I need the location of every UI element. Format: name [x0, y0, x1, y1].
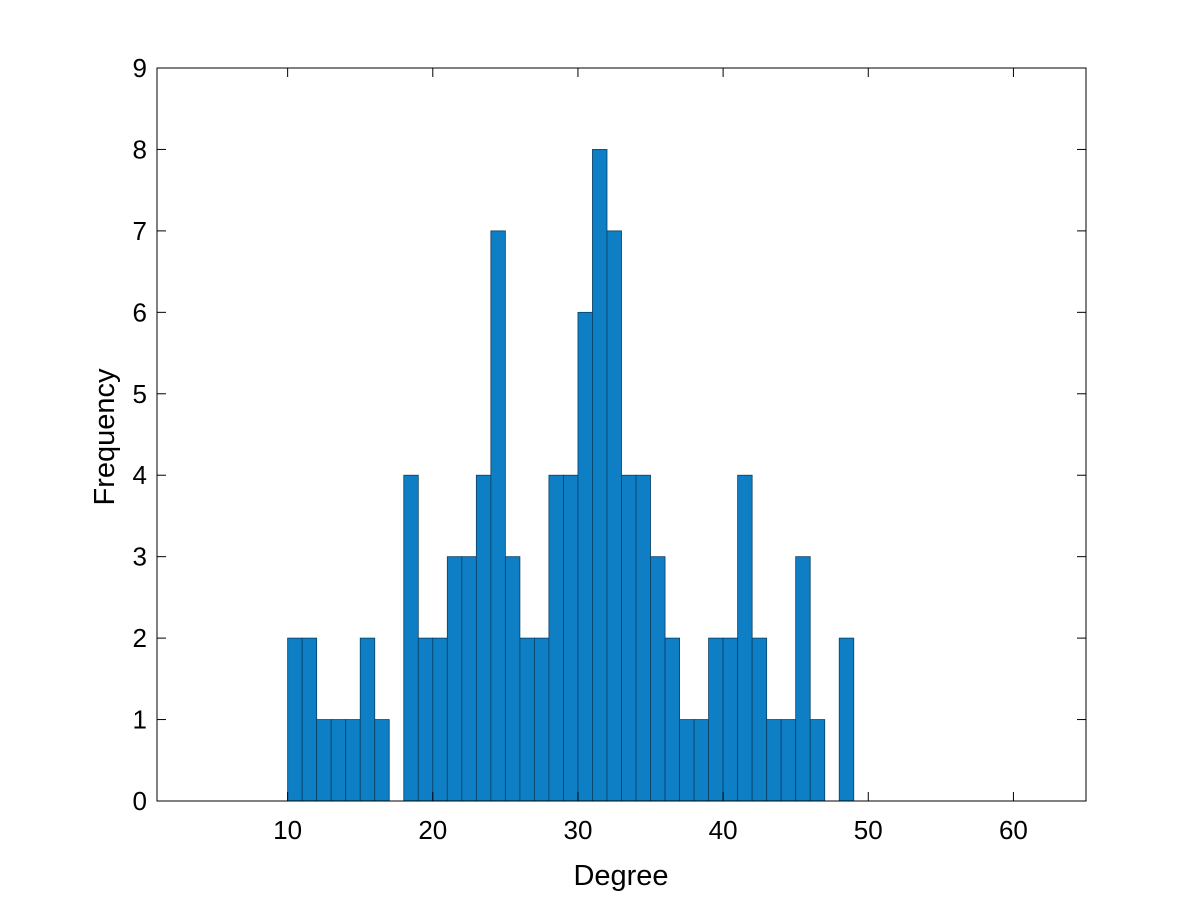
histogram-bar: [548, 474, 564, 802]
histogram-bar: [519, 637, 535, 802]
histogram-bar: [446, 556, 463, 802]
plot-area-frame: [156, 67, 1087, 802]
x-tick-label: 10: [273, 815, 302, 845]
y-tick-label: 8: [133, 134, 147, 164]
ticks-group: [157, 67, 1086, 802]
histogram-bar: [359, 637, 376, 802]
histogram-bar: [809, 719, 826, 802]
histogram-bar: [664, 637, 680, 802]
tick-labels-group: 10 20 30 40 50 60 0 1 2 3 4 5 6 7 8 9: [133, 53, 1028, 845]
histogram-bar: [838, 637, 855, 802]
histogram-bar: [795, 556, 811, 802]
histogram-bar: [780, 719, 797, 802]
x-tick-label: 20: [418, 815, 447, 845]
x-tick-label: 40: [709, 815, 738, 845]
histogram-bar: [722, 637, 739, 802]
histogram-bar: [287, 637, 303, 802]
histogram-bar: [679, 719, 695, 802]
histogram-bar: [751, 637, 768, 802]
x-tick-label: 30: [563, 815, 592, 845]
histogram-bar: [461, 556, 477, 802]
histogram-bar: [301, 637, 318, 802]
y-tick-label: 9: [133, 53, 147, 83]
histogram-bar: [592, 149, 608, 802]
histogram-bar: [417, 637, 434, 802]
y-tick-label: 5: [133, 379, 147, 409]
histogram-bar: [316, 719, 332, 802]
y-tick-label: 6: [133, 297, 147, 327]
histogram-bar: [403, 474, 419, 802]
histogram-bar: [621, 474, 637, 802]
y-tick-label: 7: [133, 216, 147, 246]
histogram-bar: [737, 474, 753, 802]
bars-group: [287, 149, 855, 802]
histogram-bar: [766, 719, 782, 802]
histogram-bar: [563, 474, 579, 802]
histogram-bar: [635, 474, 651, 802]
histogram-bar: [650, 556, 666, 802]
histogram-bar: [577, 311, 593, 802]
histogram-bar: [534, 637, 550, 802]
histogram-bar: [374, 719, 390, 802]
y-tick-label: 3: [133, 542, 147, 572]
histogram-bar: [693, 719, 710, 802]
histogram-bar: [490, 230, 506, 802]
histogram-bar: [606, 230, 622, 802]
histogram-bar: [475, 474, 492, 802]
y-tick-label: 1: [133, 705, 147, 735]
x-tick-label: 50: [854, 815, 883, 845]
histogram-bar: [345, 719, 361, 802]
x-axis-label: Degree: [573, 860, 668, 892]
y-axis-label: Frequency: [89, 368, 121, 506]
y-tick-label: 2: [133, 623, 147, 653]
histogram-bar: [708, 637, 724, 802]
histogram-bar: [330, 719, 347, 802]
y-tick-label: 4: [133, 460, 147, 490]
histogram-bar: [504, 556, 521, 802]
y-tick-label: 0: [133, 786, 147, 816]
histogram-bar: [432, 637, 448, 802]
x-tick-label: 60: [999, 815, 1028, 845]
